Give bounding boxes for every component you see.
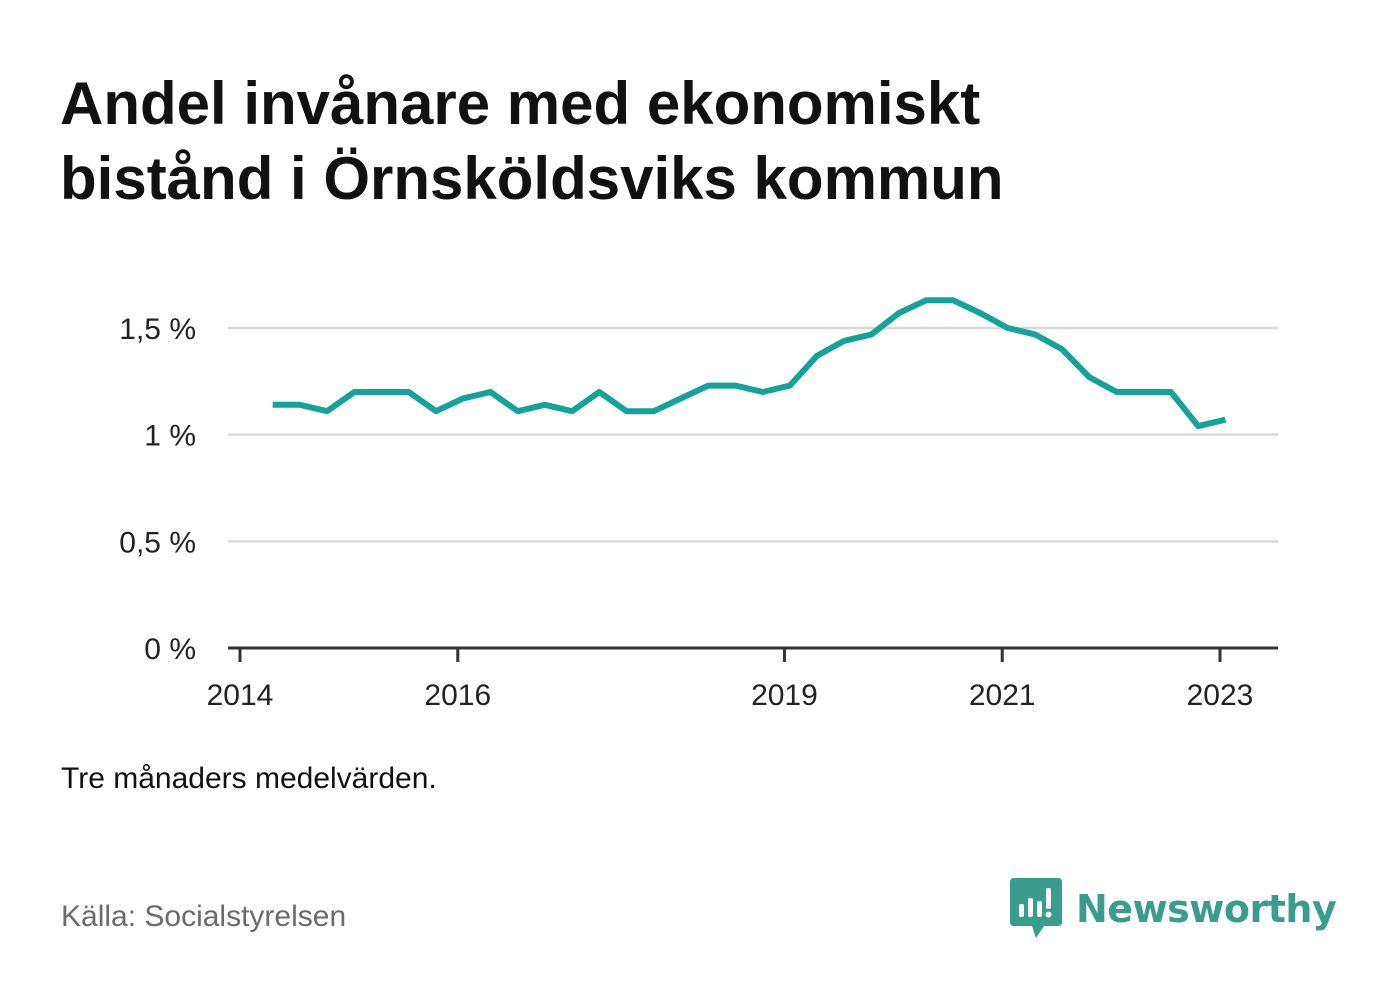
data-point <box>760 389 766 395</box>
data-point <box>460 395 466 401</box>
data-point <box>1114 389 1120 395</box>
data-point <box>297 402 303 408</box>
data-point <box>324 408 330 414</box>
x-tick-label: 2019 <box>751 679 818 712</box>
data-point <box>433 408 439 414</box>
data-point <box>624 408 630 414</box>
data-point <box>1222 417 1228 423</box>
series-line <box>272 297 1227 430</box>
chart-title-line-2: bistånd i Örnsköldsviks kommun <box>60 145 1004 212</box>
data-point <box>569 408 575 414</box>
y-tick-label: 0 % <box>144 633 196 666</box>
x-tick-label: 2014 <box>207 679 274 712</box>
chart-note: Tre månaders medelvärden. <box>61 762 437 795</box>
data-point <box>950 297 956 303</box>
x-tick-label: 2016 <box>424 679 491 712</box>
data-point <box>1168 389 1174 395</box>
data-point <box>596 389 602 395</box>
data-point <box>1032 331 1038 337</box>
source-credit: Källa: Socialstyrelsen <box>61 900 347 933</box>
data-point <box>379 389 385 395</box>
chart-title: Andel invånare med ekonomiskt bistånd i … <box>60 66 1320 216</box>
data-point <box>487 389 493 395</box>
data-point <box>1059 346 1065 352</box>
data-point <box>542 402 548 408</box>
brand-logo: Newsworthy <box>1010 878 1337 940</box>
data-point <box>814 353 820 359</box>
chart-title-line-1: Andel invånare med ekonomiskt <box>60 70 981 137</box>
x-tick-label: 2021 <box>969 679 1036 712</box>
data-point <box>1005 325 1011 331</box>
data-point <box>705 383 711 389</box>
y-tick-label: 1,5 % <box>119 313 196 346</box>
data-point <box>732 383 738 389</box>
data-point <box>1195 423 1201 429</box>
data-point <box>270 402 276 408</box>
data-point <box>977 310 983 316</box>
brand-name: Newsworthy <box>1076 887 1337 931</box>
y-tick-label: 0,5 % <box>119 526 196 559</box>
data-point <box>841 338 847 344</box>
data-point <box>1141 389 1147 395</box>
x-tick-label: 2023 <box>1187 679 1254 712</box>
data-point <box>351 389 357 395</box>
data-point <box>787 383 793 389</box>
data-point <box>406 389 412 395</box>
y-tick-label: 1 % <box>144 420 196 453</box>
data-point <box>896 310 902 316</box>
data-point <box>923 297 929 303</box>
data-point <box>515 408 521 414</box>
data-point <box>651 408 657 414</box>
data-point <box>678 395 684 401</box>
data-point <box>1086 374 1092 380</box>
newsworthy-logo-icon <box>1010 878 1062 938</box>
data-point <box>869 331 875 337</box>
